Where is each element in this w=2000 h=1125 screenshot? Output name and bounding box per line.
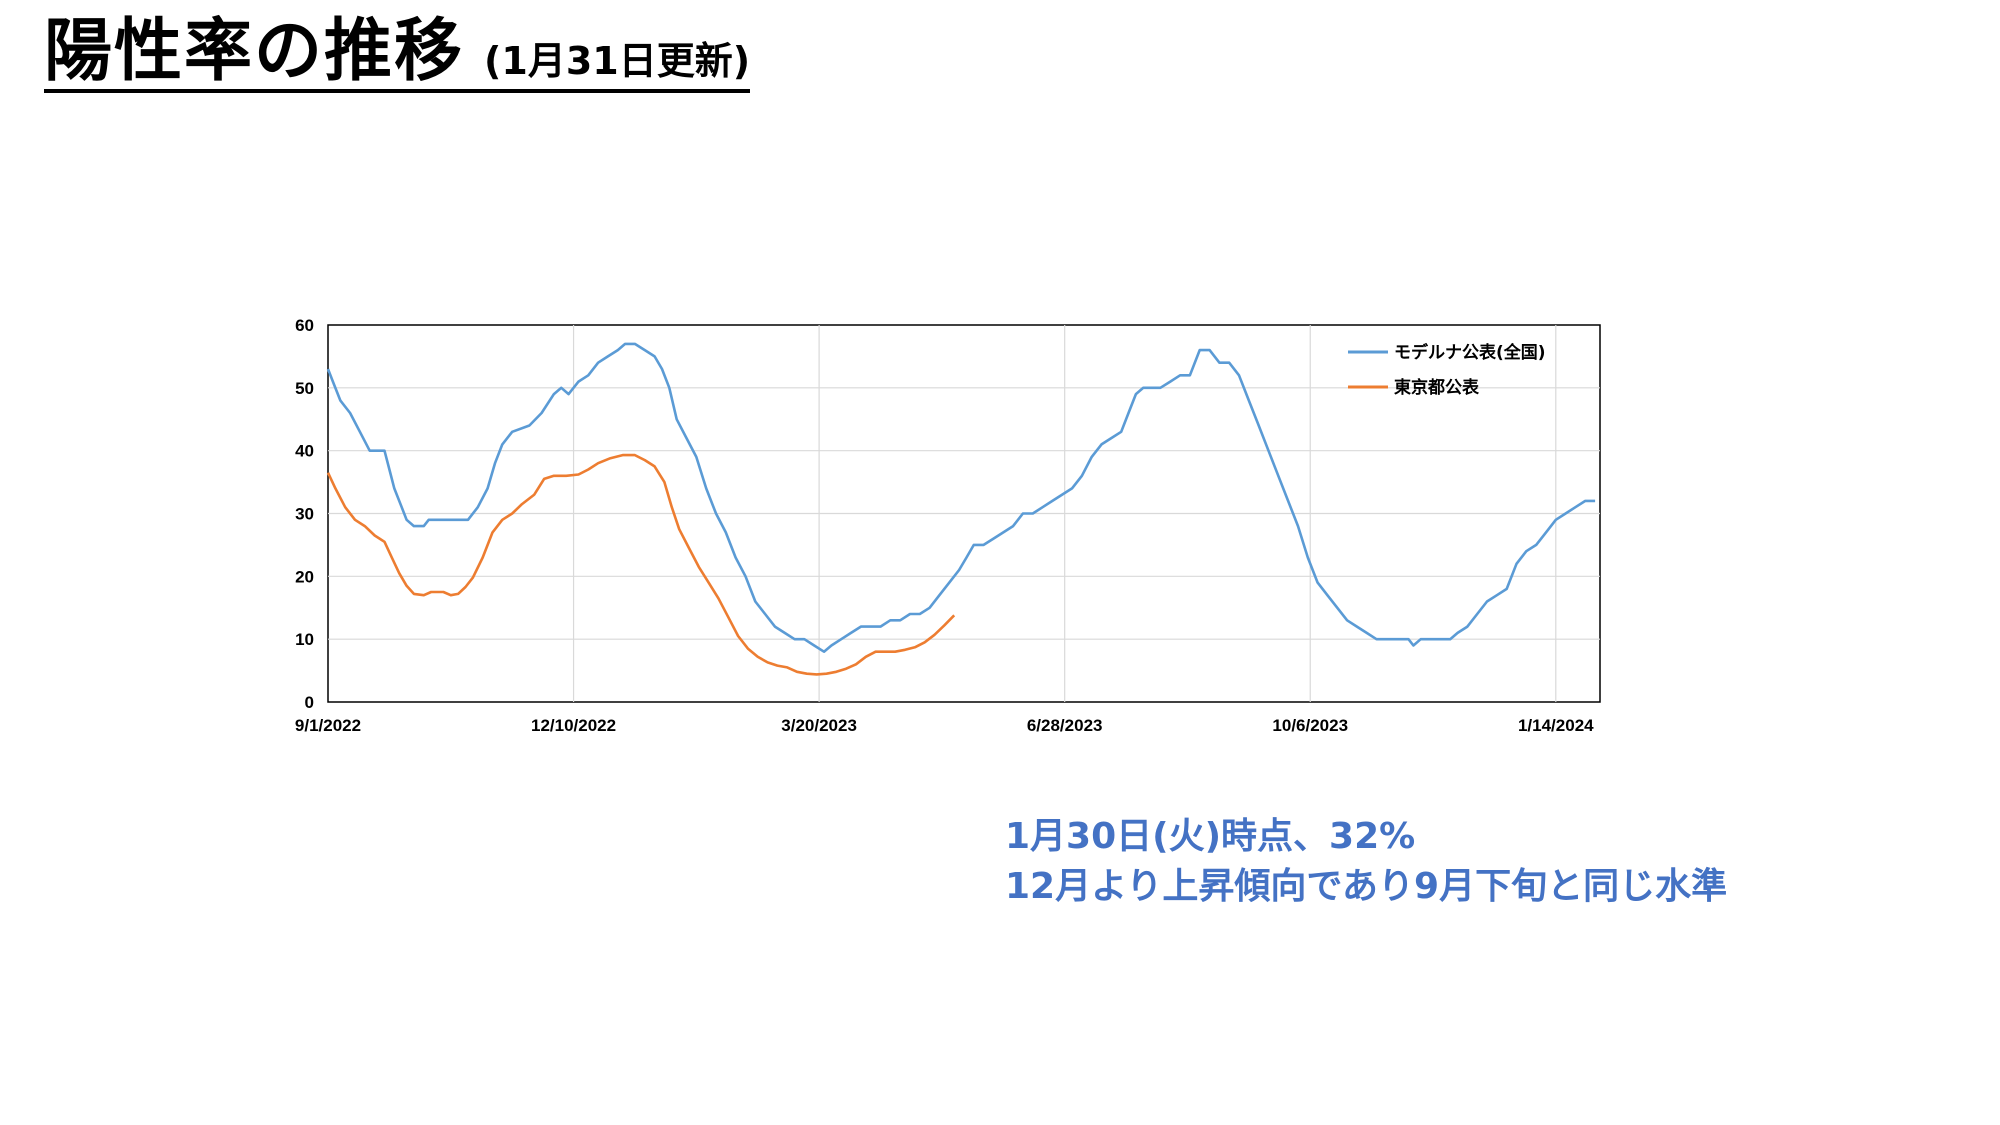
annotation-note: 1月30日(火)時点、32% 12月より上昇傾向であり9月下旬と同じ水準 [1005,812,1727,912]
y-tick-label: 0 [305,693,314,712]
series-line-2 [326,453,956,676]
x-tick-label: 3/20/2023 [781,716,857,735]
grid [328,325,1600,702]
x-tick-label: 12/10/2022 [531,716,616,735]
y-tick-label: 50 [295,379,314,398]
y-tick-label: 20 [295,567,314,586]
x-tick-label: 9/1/2022 [295,716,361,735]
title-main: 陽性率の推移 [44,12,465,91]
y-tick-label: 30 [295,505,314,524]
x-tick-labels: 9/1/2022 12/10/2022 3/20/2023 6/28/2023 10/6… [295,716,1594,735]
slide-title: 陽性率の推移 (1月31日更新) [44,12,751,94]
legend-label: 東京都公表 [1394,377,1480,398]
legend: モデルナ公表(全国) 東京都公表 [1348,342,1546,398]
series-lines [326,342,1596,676]
legend-label: モデルナ公表(全国) [1394,342,1546,363]
y-tick-label: 60 [295,316,314,335]
title-sub: (1月31日更新) [484,39,751,83]
y-tick-label: 10 [295,630,314,649]
x-tick-label: 1/14/2024 [1518,716,1594,735]
x-tick-label: 6/28/2023 [1027,716,1103,735]
note-line-2: 12月より上昇傾向であり9月下旬と同じ水準 [1005,866,1728,907]
y-tick-labels: 0 10 20 30 40 50 60 [295,316,314,712]
series-line-1 [326,342,1596,654]
x-tick-label: 10/6/2023 [1272,716,1348,735]
y-tick-label: 40 [295,442,314,461]
note-line-1: 1月30日(火)時点、32% [1005,816,1416,857]
